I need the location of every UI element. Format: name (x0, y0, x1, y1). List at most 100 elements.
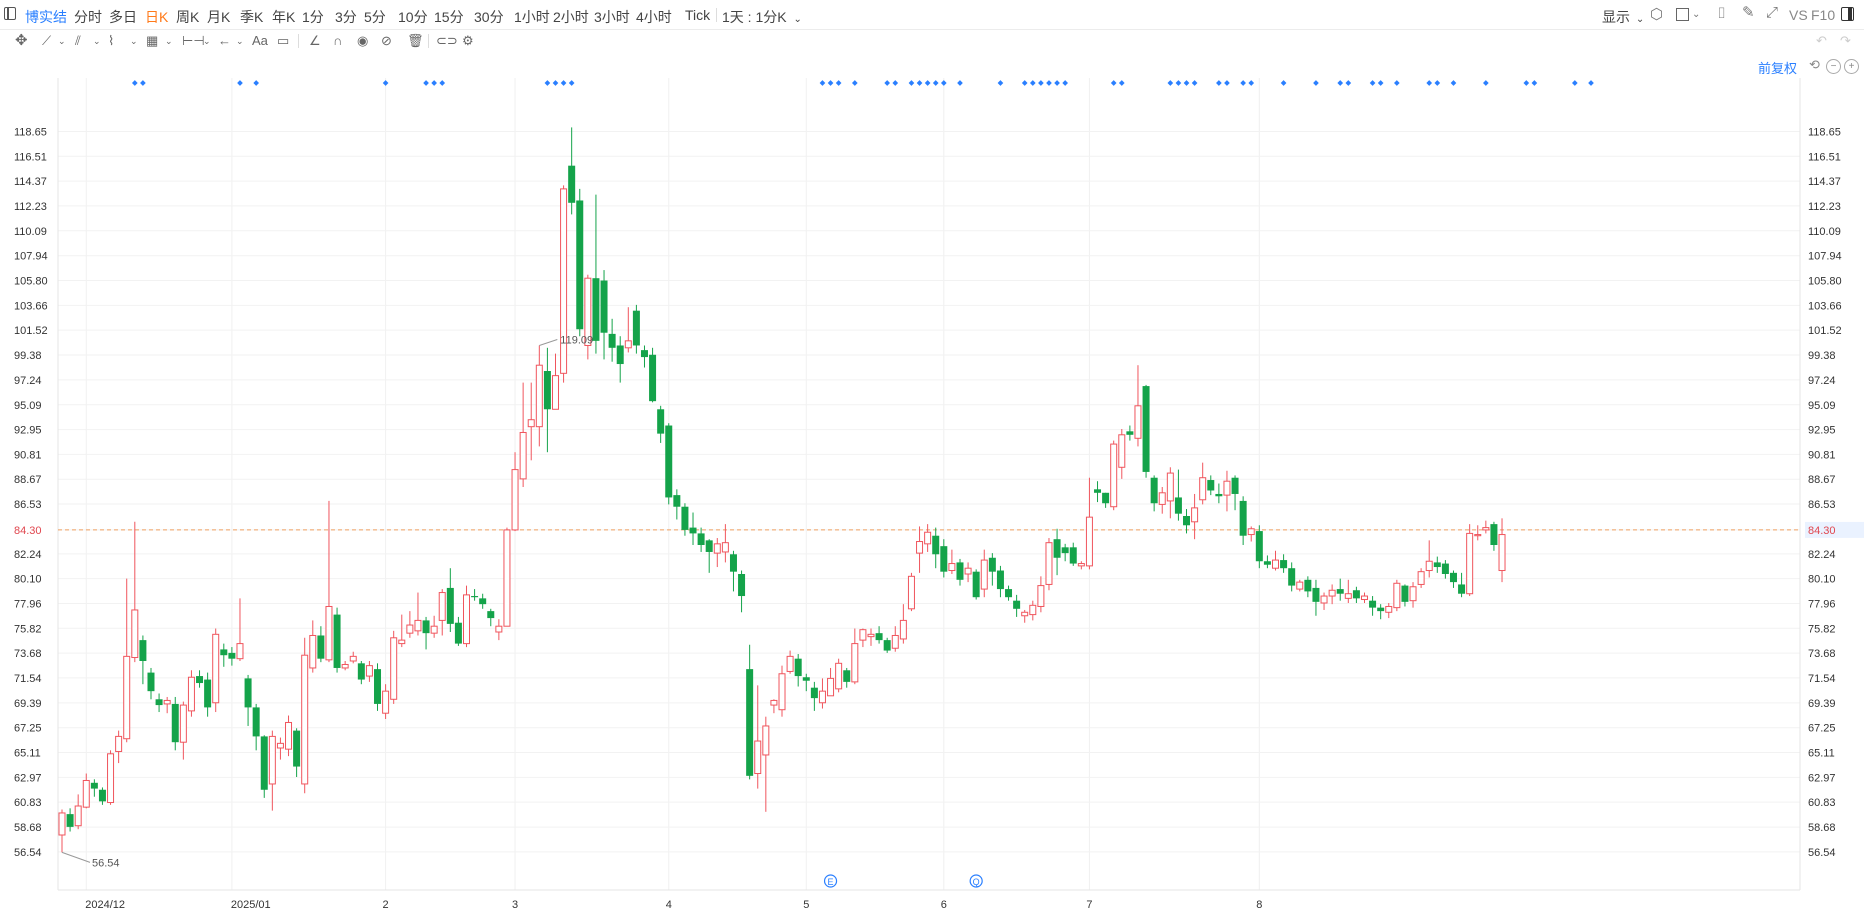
channel-icon[interactable]: ⫽ (75, 33, 81, 48)
measure-icon[interactable]: ⊢⊣ (182, 33, 205, 48)
chevron-down-icon[interactable]: ⌄ (236, 36, 244, 46)
event-dot-marker (431, 80, 437, 86)
chart-config-icon[interactable]: ▦ (146, 33, 159, 48)
candle-body-down (705, 540, 713, 552)
settings-hex-icon[interactable]: ⬡ (1650, 6, 1664, 23)
arrow-icon[interactable]: ← (218, 33, 231, 48)
candle-body-down (1142, 386, 1150, 472)
candle-body-down (293, 730, 301, 767)
x-tick-label: 2025/01 (231, 899, 271, 911)
timeframe-tab[interactable]: 5分 (364, 9, 386, 25)
candle-body-down (972, 571, 980, 598)
reset-icon[interactable]: ⟲ (1809, 57, 1820, 72)
y-tick-label-right: 77.96 (1808, 598, 1836, 610)
sidebar-toggle-icon[interactable] (4, 7, 16, 20)
candle-body-up (268, 735, 276, 785)
candle-body-up (349, 655, 357, 662)
candle-body-up (236, 643, 244, 660)
timeframe-tab[interactable]: 月K (207, 9, 231, 25)
link-icon[interactable]: ⊂⊃ (436, 33, 458, 48)
event-dot-marker (1175, 80, 1182, 86)
camera-icon[interactable]: ⌷ (1717, 5, 1727, 22)
chevron-down-icon[interactable]: ⌄ (203, 36, 211, 46)
candle-body-up (301, 654, 309, 785)
layout-square-icon[interactable] (1676, 8, 1689, 21)
timeframe-tab[interactable]: 1分 (302, 9, 324, 25)
timeframe-tab[interactable]: 3分 (335, 9, 357, 25)
event-dot-marker (1345, 80, 1352, 86)
timeframe-tab[interactable]: Tick (685, 7, 711, 23)
compare-button[interactable]: VS (1789, 7, 1808, 23)
timeframe-tab[interactable]: 季K (240, 9, 264, 25)
timeframe-tab[interactable]: 30分 (474, 9, 504, 25)
f10-button[interactable]: F10 (1811, 7, 1836, 23)
move-cursor-icon[interactable]: ✥ (15, 32, 28, 49)
timeframe-tab[interactable]: 3小时 (594, 9, 630, 25)
y-tick-label-left: 97.24 (14, 375, 42, 387)
y-tick-label-right: 60.83 (1808, 797, 1836, 809)
candle-body-down (843, 670, 851, 682)
candle-body-up (535, 364, 543, 428)
hide-icon[interactable]: ⊘ (381, 33, 392, 48)
zoom-in-icon[interactable]: + (1844, 59, 1859, 74)
timeframe-tab[interactable]: 10分 (398, 9, 428, 25)
timeframe-tab[interactable]: 年K (272, 9, 296, 25)
timeframe-tab[interactable]: 1小时 (514, 9, 550, 25)
interval-select[interactable]: 1天 : 1分K ⌄ (722, 7, 802, 27)
angle-icon[interactable]: ∠ (309, 33, 321, 48)
y-tick-label-right: 71.54 (1808, 673, 1836, 685)
stock-name[interactable]: 博实结 (25, 9, 67, 25)
eye-icon[interactable]: ◉ (357, 33, 369, 48)
chevron-down-icon[interactable]: ⌄ (93, 36, 101, 46)
chevron-down-icon[interactable]: ⌄ (130, 36, 138, 46)
event-dot-marker (1450, 80, 1457, 86)
trend-line-icon[interactable]: ⟋ (42, 33, 52, 48)
candle-body-down (988, 557, 996, 572)
trash-icon[interactable]: 🗑 (407, 33, 424, 48)
y-tick-label-left: 118.65 (14, 126, 47, 138)
timeframe-tab[interactable]: 2小时 (553, 9, 589, 25)
gear-icon[interactable]: ⚙ (462, 33, 474, 48)
candle-body-up (131, 609, 139, 659)
timeframe-tab[interactable]: 15分 (434, 9, 464, 25)
chevron-down-icon[interactable]: ⌄ (165, 36, 173, 46)
chevron-down-icon[interactable]: ⌄ (58, 36, 66, 46)
timeframe-tab[interactable]: 日K (145, 9, 169, 25)
price-adjust-toggle[interactable]: 前复权 (1758, 61, 1798, 76)
candlestick-chart[interactable]: 118.65 118.65 116.51 116.51 114.37 114.37 112.… (0, 56, 1864, 915)
price-label-bg-left (0, 521, 54, 538)
candle-body-up (778, 673, 786, 711)
fullscreen-icon[interactable]: ⤢ (1766, 4, 1779, 21)
chevron-down-icon[interactable]: ⌄ (1692, 9, 1701, 20)
pencil-icon[interactable]: ✎ (1742, 4, 1755, 21)
chart-svg[interactable]: 118.65 118.65 116.51 116.51 114.37 114.37 112.… (0, 56, 1864, 915)
event-dot-marker (1054, 80, 1060, 86)
candle-body-up (980, 559, 988, 590)
text-icon[interactable]: Aa (252, 33, 268, 48)
wave-icon[interactable]: ⌇ (108, 33, 115, 48)
comment-icon[interactable]: ▭ (277, 33, 290, 48)
event-marker-label: E (828, 877, 834, 887)
undo-icon[interactable]: ↶ (1816, 33, 1827, 48)
candle-body-up (58, 812, 66, 836)
magnet-icon[interactable]: ∩ (333, 33, 343, 48)
event-dot-marker (1280, 80, 1287, 86)
timeframe-tab[interactable]: 多日 (109, 9, 137, 25)
x-tick-label: 2024/12 (85, 899, 125, 911)
candle-body-up (1482, 527, 1490, 531)
candle-body-up (382, 690, 390, 714)
timeframe-tab[interactable]: 分时 (74, 9, 102, 25)
y-tick-label-right: 62.97 (1808, 772, 1836, 784)
panel-toggle-icon[interactable] (1841, 7, 1854, 21)
event-dot-marker (884, 80, 891, 86)
display-menu[interactable]: 显示 ⌄ (1602, 7, 1644, 27)
candle-body-down (1369, 600, 1377, 608)
y-tick-label-left: 86.53 (14, 499, 42, 511)
y-tick-label-right: 118.65 (1808, 126, 1841, 138)
y-tick-label-left: 67.25 (14, 723, 42, 735)
timeframe-tab[interactable]: 周K (176, 9, 200, 25)
candle-body-up (1385, 605, 1393, 613)
redo-icon[interactable]: ↷ (1840, 33, 1851, 48)
timeframe-tab[interactable]: 4小时 (636, 9, 672, 25)
zoom-out-icon[interactable]: − (1826, 59, 1841, 74)
